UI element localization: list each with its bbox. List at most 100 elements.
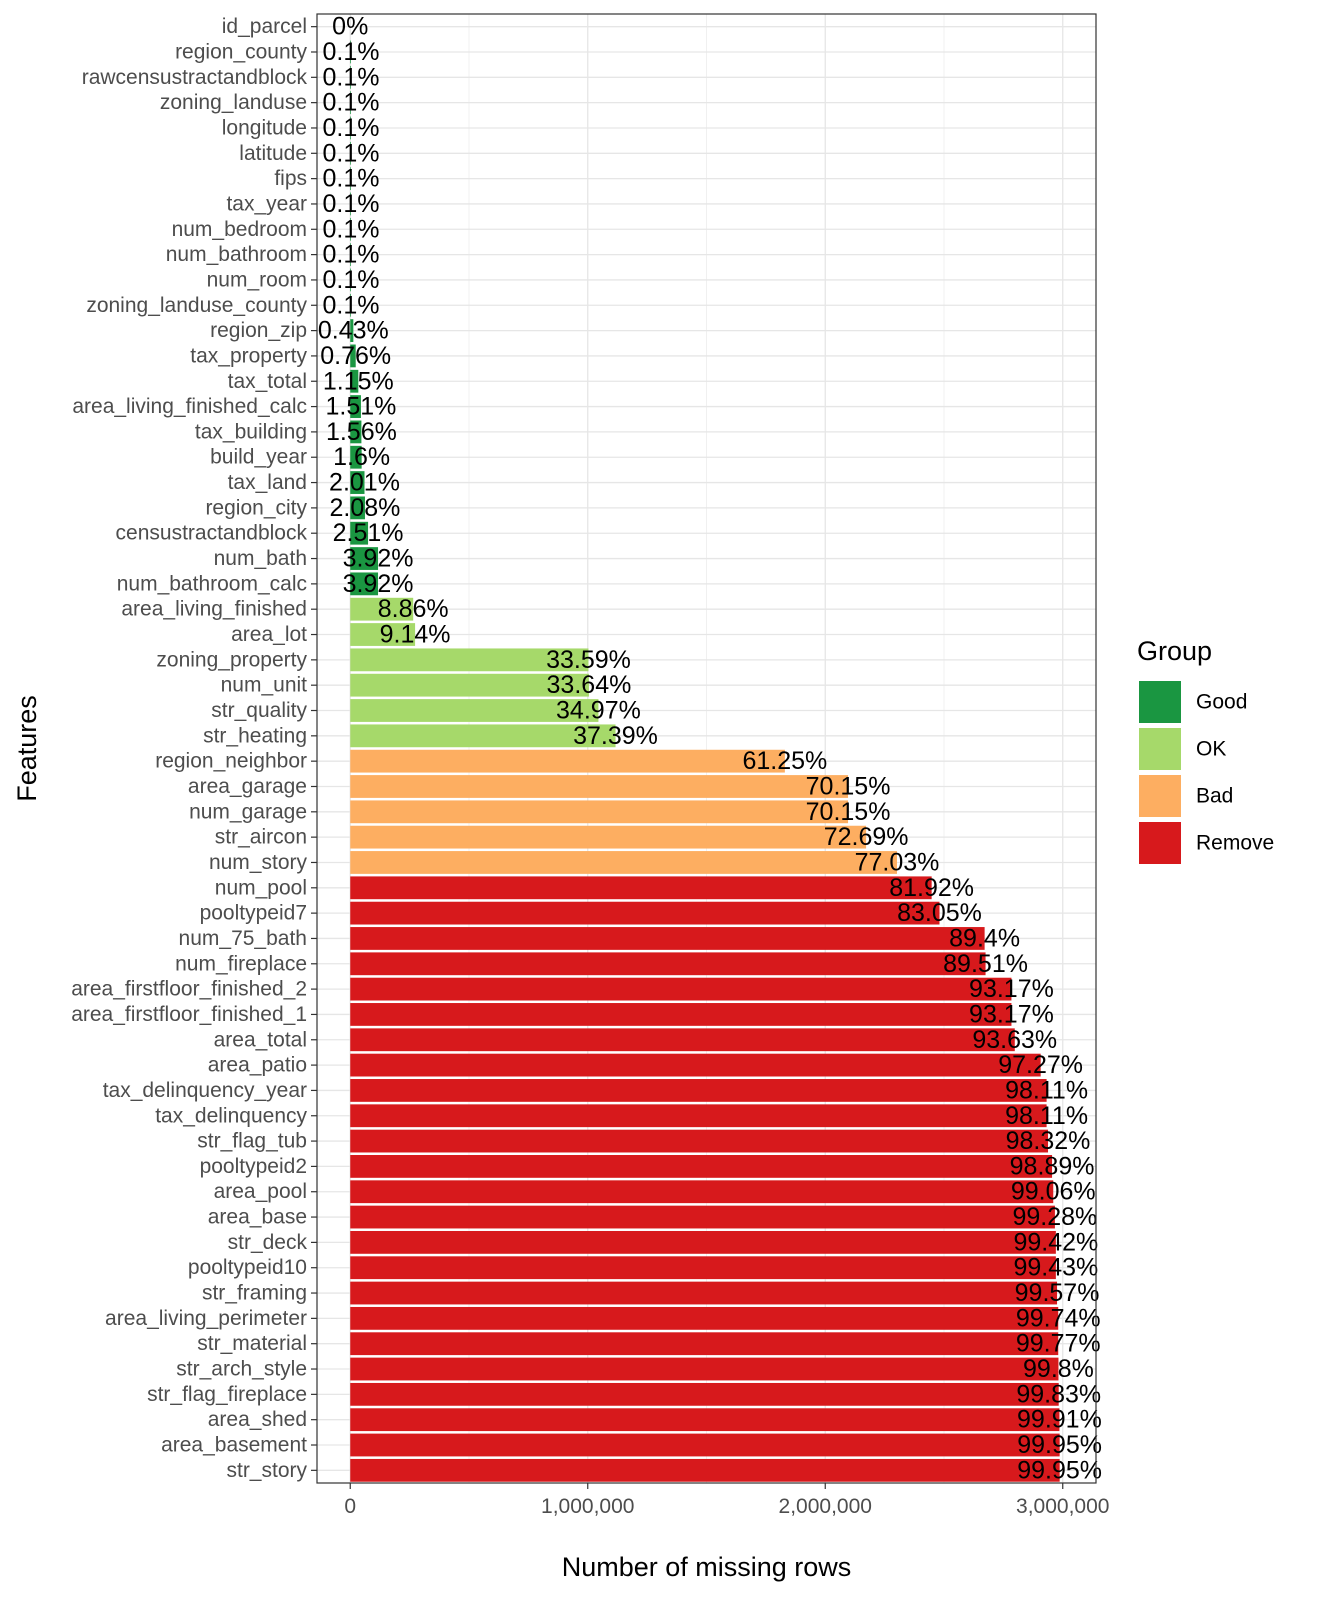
y-tick-label-tax_delinquency_year: tax_delinquency_year xyxy=(103,1079,307,1102)
bar-num_room xyxy=(350,268,351,292)
value-label-region_city: 2.08% xyxy=(330,494,401,522)
y-tick-label-area_total: area_total xyxy=(214,1028,307,1051)
value-label-num_bathroom: 0.1% xyxy=(322,241,379,269)
value-label-area_firstfloor_finished_1: 93.17% xyxy=(969,1000,1054,1028)
y-tick-label-num_pool: num_pool xyxy=(215,876,307,899)
value-label-area_pool: 99.06% xyxy=(1011,1178,1096,1206)
legend-key-good xyxy=(1139,681,1181,723)
bar-pooltypeid7 xyxy=(350,901,940,925)
value-label-tax_delinquency_year: 98.11% xyxy=(1005,1076,1088,1104)
x-axis: 0 1,000,000 2,000,000 3,000,000 xyxy=(344,1483,1109,1518)
value-label-id_parcel: 0% xyxy=(332,13,368,41)
y-tick-label-area_lot: area_lot xyxy=(231,623,307,646)
value-label-area_base: 99.28% xyxy=(1013,1203,1098,1231)
y-tick-label-num_75_bath: num_75_bath xyxy=(179,927,307,950)
value-label-str_flag_tub: 98.32% xyxy=(1006,1127,1091,1155)
bar-num_bathroom xyxy=(350,243,351,267)
y-tick-label-tax_building: tax_building xyxy=(195,420,307,443)
bar-zoning_landuse_county xyxy=(350,293,351,317)
value-label-num_bath: 3.92% xyxy=(343,545,414,573)
y-tick-label-num_bathroom: num_bathroom xyxy=(166,243,307,266)
value-label-pooltypeid10: 99.43% xyxy=(1013,1254,1098,1282)
bar-latitude xyxy=(350,141,351,165)
y-tick-label-region_neighbor: region_neighbor xyxy=(155,750,307,773)
legend-label-remove: Remove xyxy=(1196,832,1274,855)
y-tick-label-pooltypeid2: pooltypeid2 xyxy=(200,1155,307,1178)
bar-num_story xyxy=(350,851,897,874)
bar-area_shed xyxy=(350,1408,1060,1432)
y-tick-label-num_unit: num_unit xyxy=(221,674,308,697)
value-label-area_living_finished_calc: 1.51% xyxy=(325,393,396,421)
y-tick-label-zoning_property: zoning_property xyxy=(156,648,307,671)
bar-num_garage xyxy=(350,800,849,824)
bar-region_zip xyxy=(350,319,354,342)
value-label-area_basement: 99.95% xyxy=(1017,1431,1102,1459)
value-label-tax_delinquency: 98.11% xyxy=(1005,1102,1088,1130)
y-tick-label-area_garage: area_garage xyxy=(188,775,307,798)
value-label-area_firstfloor_finished_2: 93.17% xyxy=(969,975,1054,1003)
bar-area_firstfloor_finished_2 xyxy=(350,977,1012,1001)
bar-censustractandblock xyxy=(350,521,369,545)
y-tick-label-tax_total: tax_total xyxy=(228,370,307,393)
y-tick-label-num_fireplace: num_fireplace xyxy=(175,952,307,975)
value-label-longitude: 0.1% xyxy=(322,114,379,142)
y-axis-title: Features xyxy=(12,695,42,802)
x-tick-label: 2,000,000 xyxy=(779,1495,872,1518)
y-tick-label-area_living_finished: area_living_finished xyxy=(121,598,307,621)
value-label-area_living_perimeter: 99.74% xyxy=(1016,1304,1101,1332)
bar-region_city xyxy=(350,496,365,520)
y-tick-label-region_county: region_county xyxy=(175,40,307,63)
y-tick-label-zoning_landuse: zoning_landuse xyxy=(160,91,307,114)
bar-area_patio xyxy=(350,1053,1041,1077)
value-label-tax_total: 1.15% xyxy=(323,367,394,395)
bar-str_flag_fireplace xyxy=(350,1382,1059,1406)
value-label-area_garage: 70.15% xyxy=(806,772,891,800)
y-tick-label-num_bathroom_calc: num_bathroom_calc xyxy=(117,572,307,595)
value-label-str_framing: 99.57% xyxy=(1015,1279,1100,1307)
bar-str_material xyxy=(350,1332,1059,1356)
x-axis-title: Number of missing rows xyxy=(562,1552,852,1582)
value-label-tax_year: 0.1% xyxy=(322,190,379,218)
value-label-region_county: 0.1% xyxy=(322,38,379,66)
bar-str_heating xyxy=(350,724,616,748)
value-label-latitude: 0.1% xyxy=(322,139,379,167)
legend-key-bad xyxy=(1139,775,1181,817)
value-label-num_bathroom_calc: 3.92% xyxy=(343,570,414,598)
y-tick-label-region_city: region_city xyxy=(205,496,307,519)
y-tick-label-num_garage: num_garage xyxy=(189,800,307,823)
value-label-region_neighbor: 61.25% xyxy=(742,747,827,775)
y-tick-label-area_patio: area_patio xyxy=(208,1054,307,1077)
bar-longitude xyxy=(350,116,351,140)
value-label-area_shed: 99.91% xyxy=(1017,1406,1102,1434)
bar-build_year xyxy=(350,445,362,469)
bar-str_quality xyxy=(350,699,599,722)
y-tick-label-str_material: str_material xyxy=(197,1332,307,1355)
value-label-pooltypeid7: 83.05% xyxy=(897,899,982,927)
value-label-str_heating: 37.39% xyxy=(573,722,658,750)
x-tick-label: 3,000,000 xyxy=(1016,1495,1109,1518)
y-tick-label-fips: fips xyxy=(274,167,307,190)
y-tick-label-num_room: num_room xyxy=(207,268,307,291)
y-tick-label-area_firstfloor_finished_1: area_firstfloor_finished_1 xyxy=(71,1003,307,1026)
bar-num_75_bath xyxy=(350,927,985,950)
bar-zoning_property xyxy=(350,648,589,672)
y-tick-label-rawcensustractandblock: rawcensustractandblock xyxy=(82,66,308,89)
value-label-tax_land: 2.01% xyxy=(329,469,400,497)
value-label-num_story: 77.03% xyxy=(855,848,940,876)
y-tick-label-pooltypeid7: pooltypeid7 xyxy=(200,902,307,925)
bar-num_bedroom xyxy=(350,217,351,241)
value-labels: 0%0.1%0.1%0.1%0.1%0.1%0.1%0.1%0.1%0.1%0.… xyxy=(318,13,1102,1485)
bar-area_garage xyxy=(350,775,849,798)
bar-pooltypeid10 xyxy=(350,1256,1056,1280)
y-tick-label-area_living_perimeter: area_living_perimeter xyxy=(105,1307,307,1330)
bar-str_flag_tub xyxy=(350,1129,1049,1153)
y-tick-label-area_base: area_base xyxy=(208,1206,307,1229)
y-tick-label-build_year: build_year xyxy=(210,446,307,469)
bar-area_firstfloor_finished_1 xyxy=(350,1003,1012,1026)
value-label-area_lot: 9.14% xyxy=(380,621,451,649)
y-tick-label-id_parcel: id_parcel xyxy=(222,15,307,38)
bar-num_bathroom_calc xyxy=(350,572,379,596)
y-tick-label-region_zip: region_zip xyxy=(210,319,307,342)
y-tick-label-num_bath: num_bath xyxy=(214,547,307,570)
